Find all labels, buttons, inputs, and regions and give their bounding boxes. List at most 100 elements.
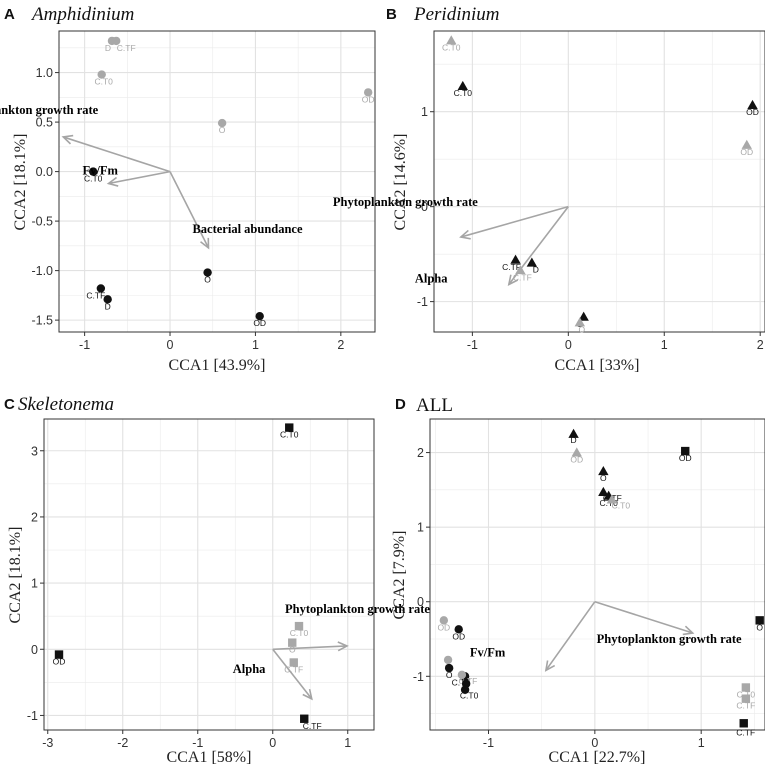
y-tick-label: 1 xyxy=(421,105,428,119)
point-label: O xyxy=(446,670,453,680)
point-label: C.TF xyxy=(86,290,105,300)
x-tick-label: 1 xyxy=(661,338,668,352)
vector-label: Phytoplankton growth rate xyxy=(597,632,742,646)
y-tick-label: -1 xyxy=(413,670,424,684)
panel-a-ylabel: CCA2 [18.1%] xyxy=(12,134,29,231)
data-point xyxy=(510,254,521,264)
point-label: C.TF xyxy=(284,665,303,675)
panel-a-letter: A xyxy=(4,6,15,23)
plot-frame xyxy=(429,418,765,731)
vector-arrow xyxy=(459,205,569,240)
data-point xyxy=(446,35,457,45)
panel-c-xlabel: CCA1 [58%] xyxy=(167,749,252,765)
data-point xyxy=(96,284,106,293)
y-tick-label: -1.5 xyxy=(31,314,53,328)
point-label: C.T0 xyxy=(290,628,309,638)
data-point xyxy=(439,616,449,625)
point-label: O xyxy=(756,622,763,632)
panel-a-plot: -1 0 1 2-1.5-1.0-0.50.00.51.0D C.TFC.T0OODC.… xyxy=(0,30,376,352)
data-point xyxy=(443,655,453,665)
data-point xyxy=(578,311,589,321)
vector-arrowhead xyxy=(200,237,210,250)
vector-line xyxy=(272,648,313,700)
point-label: O xyxy=(600,473,607,483)
x-tick-label: 1 xyxy=(252,338,259,352)
vector-line xyxy=(169,171,210,249)
panel-b-letter: B xyxy=(386,6,397,23)
y-tick-label: 0.5 xyxy=(36,116,53,130)
data-point xyxy=(363,88,373,97)
grid xyxy=(430,419,765,730)
data-point xyxy=(203,268,212,277)
data-point xyxy=(460,685,470,694)
data-point xyxy=(515,265,526,275)
y-tick-label: -1 xyxy=(417,295,428,309)
x-tick-label: -1 xyxy=(79,338,90,352)
panel-a-xlabel: CCA1 [43.9%] xyxy=(169,357,266,374)
point-label: OD xyxy=(53,657,66,667)
point-label: O xyxy=(219,125,226,135)
y-tick-label: 1 xyxy=(417,521,424,535)
data-point xyxy=(97,70,106,79)
point-label: C.T0 xyxy=(280,430,299,440)
vector-arrowhead xyxy=(337,641,349,652)
vector-arrowhead xyxy=(544,660,556,672)
vector-arrowhead xyxy=(507,274,519,286)
x-tick-label: 0 xyxy=(269,736,276,750)
vector-arrow xyxy=(272,648,313,701)
vector-arrow xyxy=(106,170,171,187)
y-tick-label: 0.0 xyxy=(36,165,53,179)
data-point xyxy=(747,99,758,109)
panel-d: D ALL -101-1012DODODOC.TFC.T0C.T0ODODOOC… xyxy=(391,395,765,765)
panel-d-plot: -101-1012DODODOC.TFC.T0C.T0ODODOOC.TFC.T… xyxy=(413,418,765,750)
grid xyxy=(434,31,765,332)
data-point xyxy=(294,621,304,631)
vector-arrow xyxy=(272,641,349,652)
panel-c-letter: C xyxy=(4,396,15,413)
panel-d-title: ALL xyxy=(416,395,453,416)
x-tick-label: -2 xyxy=(117,736,128,750)
vector-arrowhead xyxy=(61,134,74,145)
point-label: C.T0 xyxy=(442,42,461,52)
vector-label: Phytoplankton growth rate xyxy=(285,602,430,616)
panel-c-title: Skeletonema xyxy=(18,394,114,415)
data-point xyxy=(571,447,582,457)
vector-line xyxy=(594,600,693,634)
point-label: D xyxy=(105,301,111,311)
data-point xyxy=(88,167,98,176)
plot-background xyxy=(434,31,765,332)
panel-d-xlabel: CCA1 [22.7%] xyxy=(549,749,646,765)
point-label: C.T0 xyxy=(454,88,473,98)
x-tick-label: 1 xyxy=(698,736,705,750)
grid xyxy=(59,31,375,332)
y-tick-label: 1.0 xyxy=(36,66,53,80)
data-point xyxy=(54,650,64,659)
point-label: OD xyxy=(570,455,583,465)
point-label: OD xyxy=(679,453,692,463)
point-label: OD xyxy=(437,622,450,632)
point-label: C.TF xyxy=(736,727,755,737)
point-label: C.TF xyxy=(452,677,471,687)
point-label: C.T0 xyxy=(612,501,631,511)
y-tick-label: 3 xyxy=(31,444,38,458)
point-label: OD xyxy=(253,318,266,328)
x-tick-label: -3 xyxy=(42,736,53,750)
data-point xyxy=(755,616,764,625)
y-tick-label: 1 xyxy=(31,577,38,591)
data-point xyxy=(574,317,586,327)
vector-label: Fv/Fm xyxy=(470,645,506,659)
plot-frame xyxy=(433,30,765,333)
panel-b-ylabel: CCA2 [14.6%] xyxy=(392,134,409,231)
vector-line xyxy=(272,645,348,651)
data-point xyxy=(454,625,463,634)
x-tick-label: 1 xyxy=(344,736,351,750)
data-point xyxy=(457,670,467,680)
x-tick-label: -1 xyxy=(483,736,494,750)
vector-label: Alpha xyxy=(233,662,266,676)
point-label: O xyxy=(289,645,296,655)
vector-label: Phytoplankton growth rate xyxy=(0,103,99,117)
vector-arrowhead xyxy=(106,176,119,187)
data-point xyxy=(255,311,264,321)
